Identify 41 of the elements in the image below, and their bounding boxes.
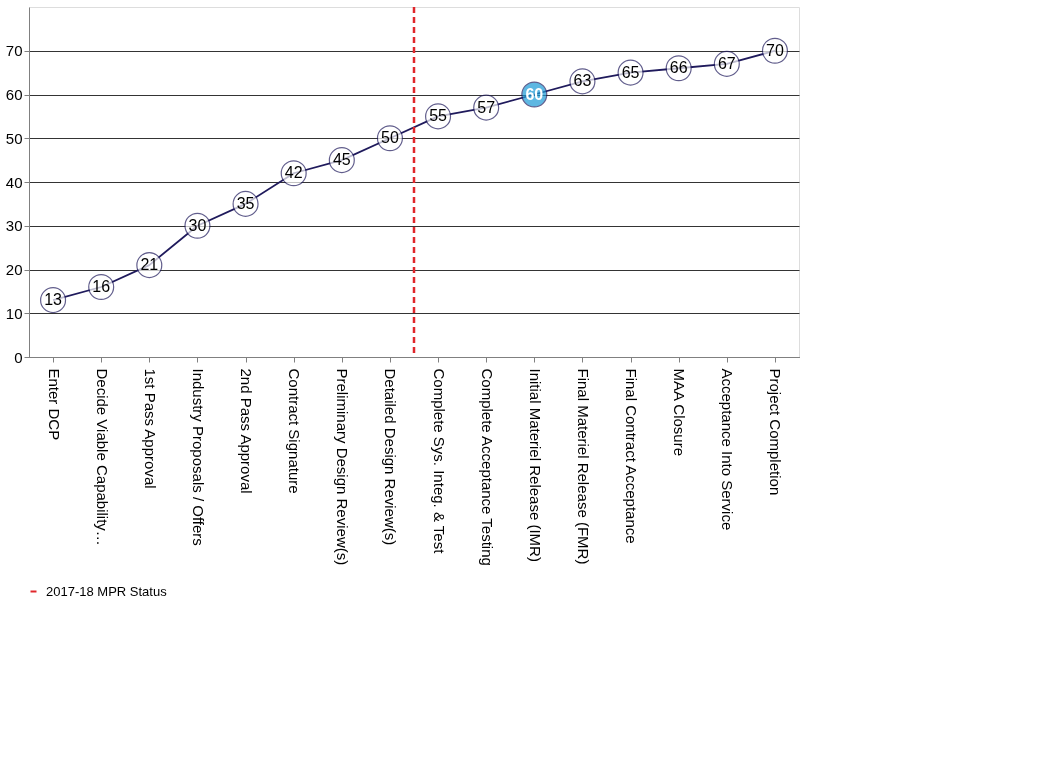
y-tick-label: 30 bbox=[5, 217, 23, 235]
y-tick-label: 70 bbox=[5, 42, 23, 60]
data-label: 21 bbox=[140, 256, 159, 274]
data-label: 67 bbox=[717, 54, 736, 72]
data-label: 16 bbox=[92, 278, 111, 295]
y-tick-label: 0 bbox=[14, 348, 23, 366]
x-tick-label: Final Materiel Release (FMR) bbox=[574, 368, 592, 565]
y-tick-label: 10 bbox=[5, 304, 23, 322]
y-tick-label: 40 bbox=[5, 173, 23, 191]
data-label: 45 bbox=[332, 151, 351, 169]
y-tick-label: 50 bbox=[5, 129, 23, 147]
x-tick-label: Contract Signature bbox=[286, 368, 304, 494]
data-label: 13 bbox=[44, 291, 63, 309]
x-tick-label: 2nd Pass Approval bbox=[238, 368, 256, 494]
x-tick-label: Complete Sys. Integ. & Test bbox=[430, 368, 448, 555]
data-label: 57 bbox=[477, 98, 496, 116]
x-tick-label: Industry Proposals / Offers bbox=[189, 368, 207, 546]
x-tick-label: Project Completion bbox=[767, 368, 785, 496]
data-label: 63 bbox=[573, 72, 592, 90]
data-label: 30 bbox=[188, 216, 207, 234]
data-label: 55 bbox=[429, 107, 448, 125]
x-tick-label: Complete Acceptance Testing bbox=[478, 368, 496, 566]
x-tick-label: Final Contract Acceptance bbox=[623, 368, 641, 544]
data-label: 60 bbox=[525, 85, 544, 103]
legend-label: 2017-18 MPR Status bbox=[46, 583, 168, 599]
x-tick-label: Initial Materiel Release (IMR) bbox=[526, 368, 544, 562]
y-tick-label: 60 bbox=[5, 86, 23, 103]
data-label: 42 bbox=[284, 164, 303, 182]
x-tick-label: MAA Closure bbox=[671, 368, 689, 457]
data-label: 35 bbox=[236, 194, 255, 212]
x-tick-label: Decide Viable Capability… bbox=[93, 368, 111, 546]
data-label: 65 bbox=[621, 63, 640, 81]
x-tick-label: Enter DCP bbox=[45, 368, 63, 441]
x-tick-label: 1st Pass Approval bbox=[141, 368, 159, 489]
data-label: 66 bbox=[669, 59, 688, 77]
x-tick-label: Preliminary Design Review(s) bbox=[334, 368, 352, 566]
y-tick-label: 20 bbox=[5, 261, 23, 278]
x-tick-label: Detailed Design Review(s) bbox=[382, 368, 400, 546]
x-tick-label: Acceptance Into Service bbox=[719, 368, 737, 531]
data-label: 50 bbox=[381, 129, 399, 147]
data-label: 70 bbox=[766, 41, 784, 59]
